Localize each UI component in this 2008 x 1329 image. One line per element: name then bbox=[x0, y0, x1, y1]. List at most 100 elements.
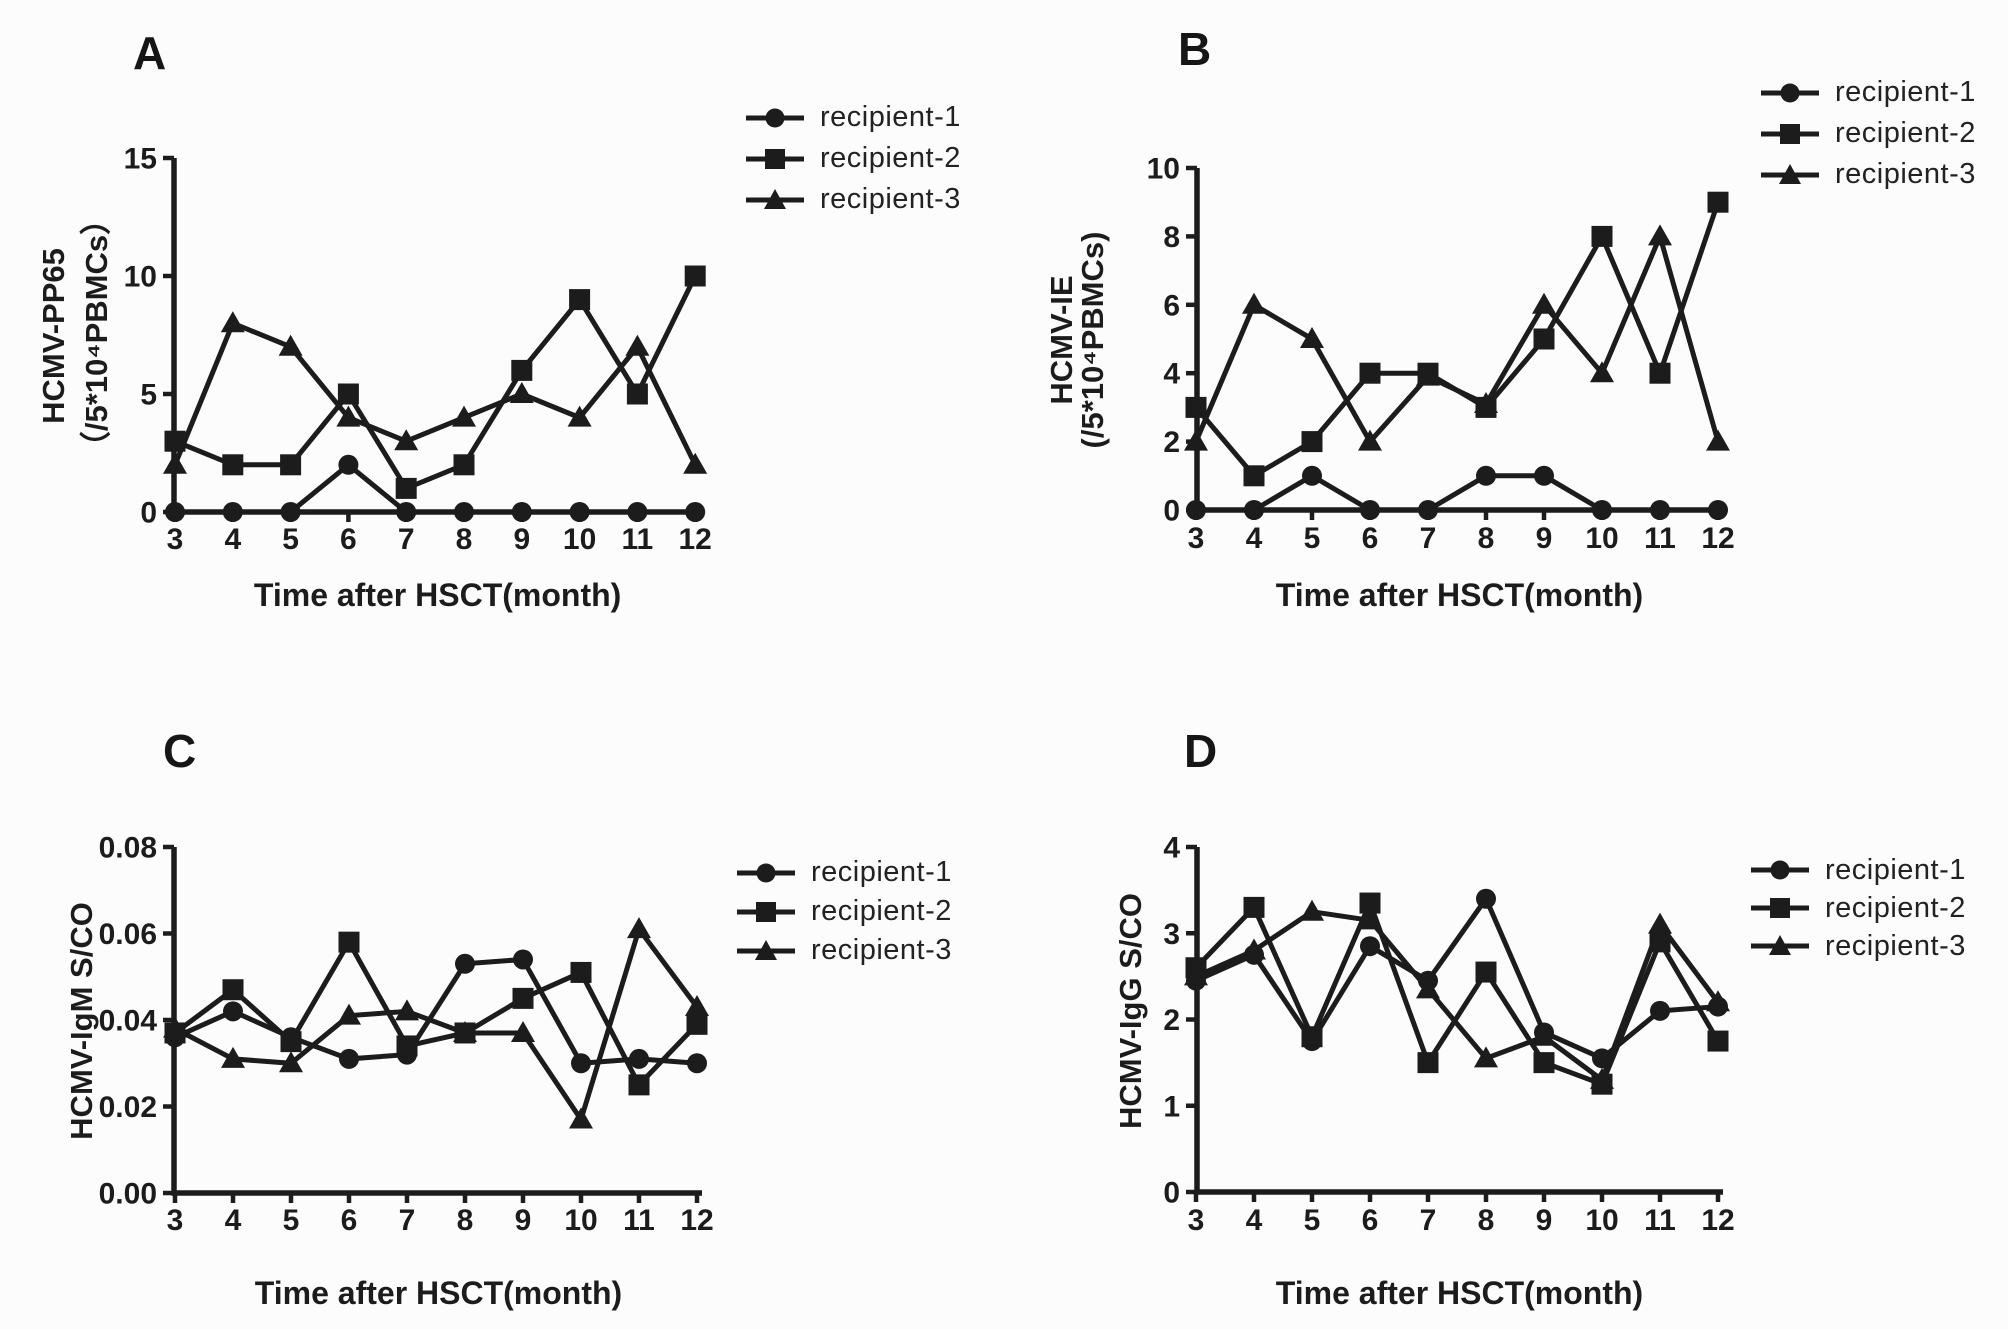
data-point-triangle bbox=[1184, 964, 1208, 986]
legend-label: recipient-2 bbox=[820, 142, 961, 174]
x-tick-label: 5 bbox=[1304, 522, 1321, 555]
x-tick-label: 8 bbox=[456, 523, 473, 556]
data-point-circle bbox=[165, 502, 185, 522]
data-point-triangle bbox=[1648, 912, 1672, 934]
series-recipient-1 bbox=[165, 454, 706, 522]
data-point-square bbox=[570, 961, 592, 983]
x-tick-label: 3 bbox=[1188, 522, 1205, 555]
data-point-circle bbox=[685, 502, 706, 522]
x-axis-title: Time after HSCT(month) bbox=[254, 577, 621, 613]
x-tick-label: 10 bbox=[563, 523, 596, 556]
data-point-circle bbox=[455, 953, 475, 974]
legend-panel-b: recipient-1 recipient-2 recipient-3 bbox=[1759, 72, 1976, 195]
data-point-circle bbox=[569, 502, 590, 522]
x-tick-label: 8 bbox=[1478, 522, 1495, 555]
x-tick-label: 8 bbox=[1478, 1204, 1495, 1237]
x-tick-label: 6 bbox=[1362, 522, 1379, 555]
series-recipient-2 bbox=[1185, 892, 1729, 1095]
data-point-triangle bbox=[569, 1107, 593, 1129]
data-point-circle bbox=[396, 502, 417, 522]
data-point-square bbox=[1475, 961, 1497, 983]
data-point-triangle bbox=[452, 405, 476, 427]
legend-item: recipient-2 bbox=[1759, 113, 1976, 154]
data-point-triangle bbox=[221, 1046, 245, 1068]
data-point-circle bbox=[1360, 500, 1380, 520]
x-tick-label: 5 bbox=[1304, 1204, 1321, 1237]
y-axis-title: HCMV-PP65 bbox=[36, 248, 71, 424]
data-point-circle bbox=[338, 454, 359, 475]
data-point-triangle bbox=[163, 1016, 187, 1038]
chart-panel-c: 0.00 0.02 0.04 0.06 0.08 3 4 5 6 7 8 9 10 11 12 Time af… bbox=[64, 832, 714, 1312]
legend-label: recipient-3 bbox=[811, 934, 952, 966]
data-point-square bbox=[1417, 1052, 1439, 1074]
data-point-triangle bbox=[1416, 364, 1440, 386]
y-tick-label: 6 bbox=[1163, 289, 1180, 322]
data-point-circle bbox=[1186, 500, 1206, 520]
data-point-triangle bbox=[1648, 224, 1672, 246]
data-point-square bbox=[1185, 396, 1207, 418]
legend-panel-c: recipient-1 recipient-2 recipient-3 bbox=[735, 853, 952, 970]
data-point-circle bbox=[1650, 500, 1670, 520]
data-point-circle bbox=[1476, 465, 1496, 486]
legend-marker-circle-icon bbox=[1751, 860, 1809, 880]
y-tick-label: 0 bbox=[140, 497, 157, 530]
y-axis-ticks: 0 5 10 15 bbox=[124, 143, 174, 530]
panel-label-b: B bbox=[1178, 23, 1212, 75]
legend-label: recipient-1 bbox=[1835, 76, 1976, 108]
x-tick-label: 10 bbox=[564, 1204, 597, 1237]
data-point-square bbox=[396, 1035, 418, 1057]
data-point-square bbox=[338, 931, 360, 953]
y-tick-label: 0.04 bbox=[99, 1005, 158, 1038]
x-tick-label: 12 bbox=[679, 523, 712, 556]
data-point-circle bbox=[1244, 500, 1264, 520]
x-tick-label: 6 bbox=[341, 1204, 358, 1237]
data-point-square bbox=[1533, 328, 1555, 350]
data-point-circle bbox=[223, 1001, 243, 1022]
legend-panel-a: recipient-1 recipient-2 recipient-3 bbox=[744, 97, 961, 220]
legend-label: recipient-3 bbox=[1835, 158, 1976, 190]
data-point-circle bbox=[280, 502, 301, 522]
x-tick-label: 7 bbox=[1420, 1204, 1437, 1237]
y-tick-label: 10 bbox=[124, 261, 157, 294]
data-point-circle bbox=[629, 1048, 649, 1069]
y-tick-label: 0 bbox=[1163, 495, 1180, 528]
data-point-triangle bbox=[1184, 429, 1208, 451]
data-point-square bbox=[628, 1074, 650, 1096]
legend-item: recipient-1 bbox=[1759, 72, 1976, 113]
data-point-triangle bbox=[337, 1003, 361, 1025]
series-recipient-3 bbox=[1184, 899, 1730, 1089]
data-point-square bbox=[1243, 896, 1265, 918]
legend-item: recipient-3 bbox=[1749, 927, 1966, 965]
x-tick-label: 9 bbox=[515, 1204, 532, 1237]
series-line bbox=[174, 274, 698, 492]
x-tick-label: 10 bbox=[1585, 522, 1618, 555]
legend-marker-square-icon bbox=[1761, 123, 1819, 144]
data-point-square bbox=[222, 454, 244, 476]
data-point-circle bbox=[1534, 465, 1554, 486]
y-tick-label: 2 bbox=[1163, 426, 1180, 459]
x-axis-title: Time after HSCT(month) bbox=[255, 1275, 622, 1311]
legend-item: recipient-1 bbox=[735, 853, 952, 892]
data-point-triangle bbox=[163, 452, 187, 474]
legend-panel-d: recipient-1 recipient-2 recipient-3 bbox=[1749, 851, 1966, 965]
legend-label: recipient-2 bbox=[811, 895, 952, 927]
y-tick-label: 1 bbox=[1163, 1090, 1180, 1123]
y-tick-label: 0.00 bbox=[99, 1178, 157, 1211]
legend-marker-circle-icon bbox=[737, 863, 795, 882]
legend-label: recipient-1 bbox=[1825, 853, 1966, 886]
legend-label: recipient-3 bbox=[1825, 929, 1966, 962]
x-tick-label: 6 bbox=[340, 523, 357, 556]
data-point-triangle bbox=[1358, 429, 1382, 451]
y-tick-label: 8 bbox=[1163, 221, 1180, 254]
series-line bbox=[173, 956, 698, 1066]
data-point-square bbox=[222, 979, 244, 1001]
x-tick-label: 9 bbox=[513, 523, 530, 556]
y-tick-label: 0.06 bbox=[99, 918, 157, 951]
data-point-triangle bbox=[511, 1020, 535, 1042]
legend-label: recipient-3 bbox=[820, 183, 961, 215]
data-point-triangle bbox=[1590, 361, 1614, 383]
data-point-circle bbox=[687, 1053, 707, 1074]
data-point-triangle bbox=[1532, 292, 1556, 314]
y-tick-label: 0.02 bbox=[99, 1091, 157, 1124]
